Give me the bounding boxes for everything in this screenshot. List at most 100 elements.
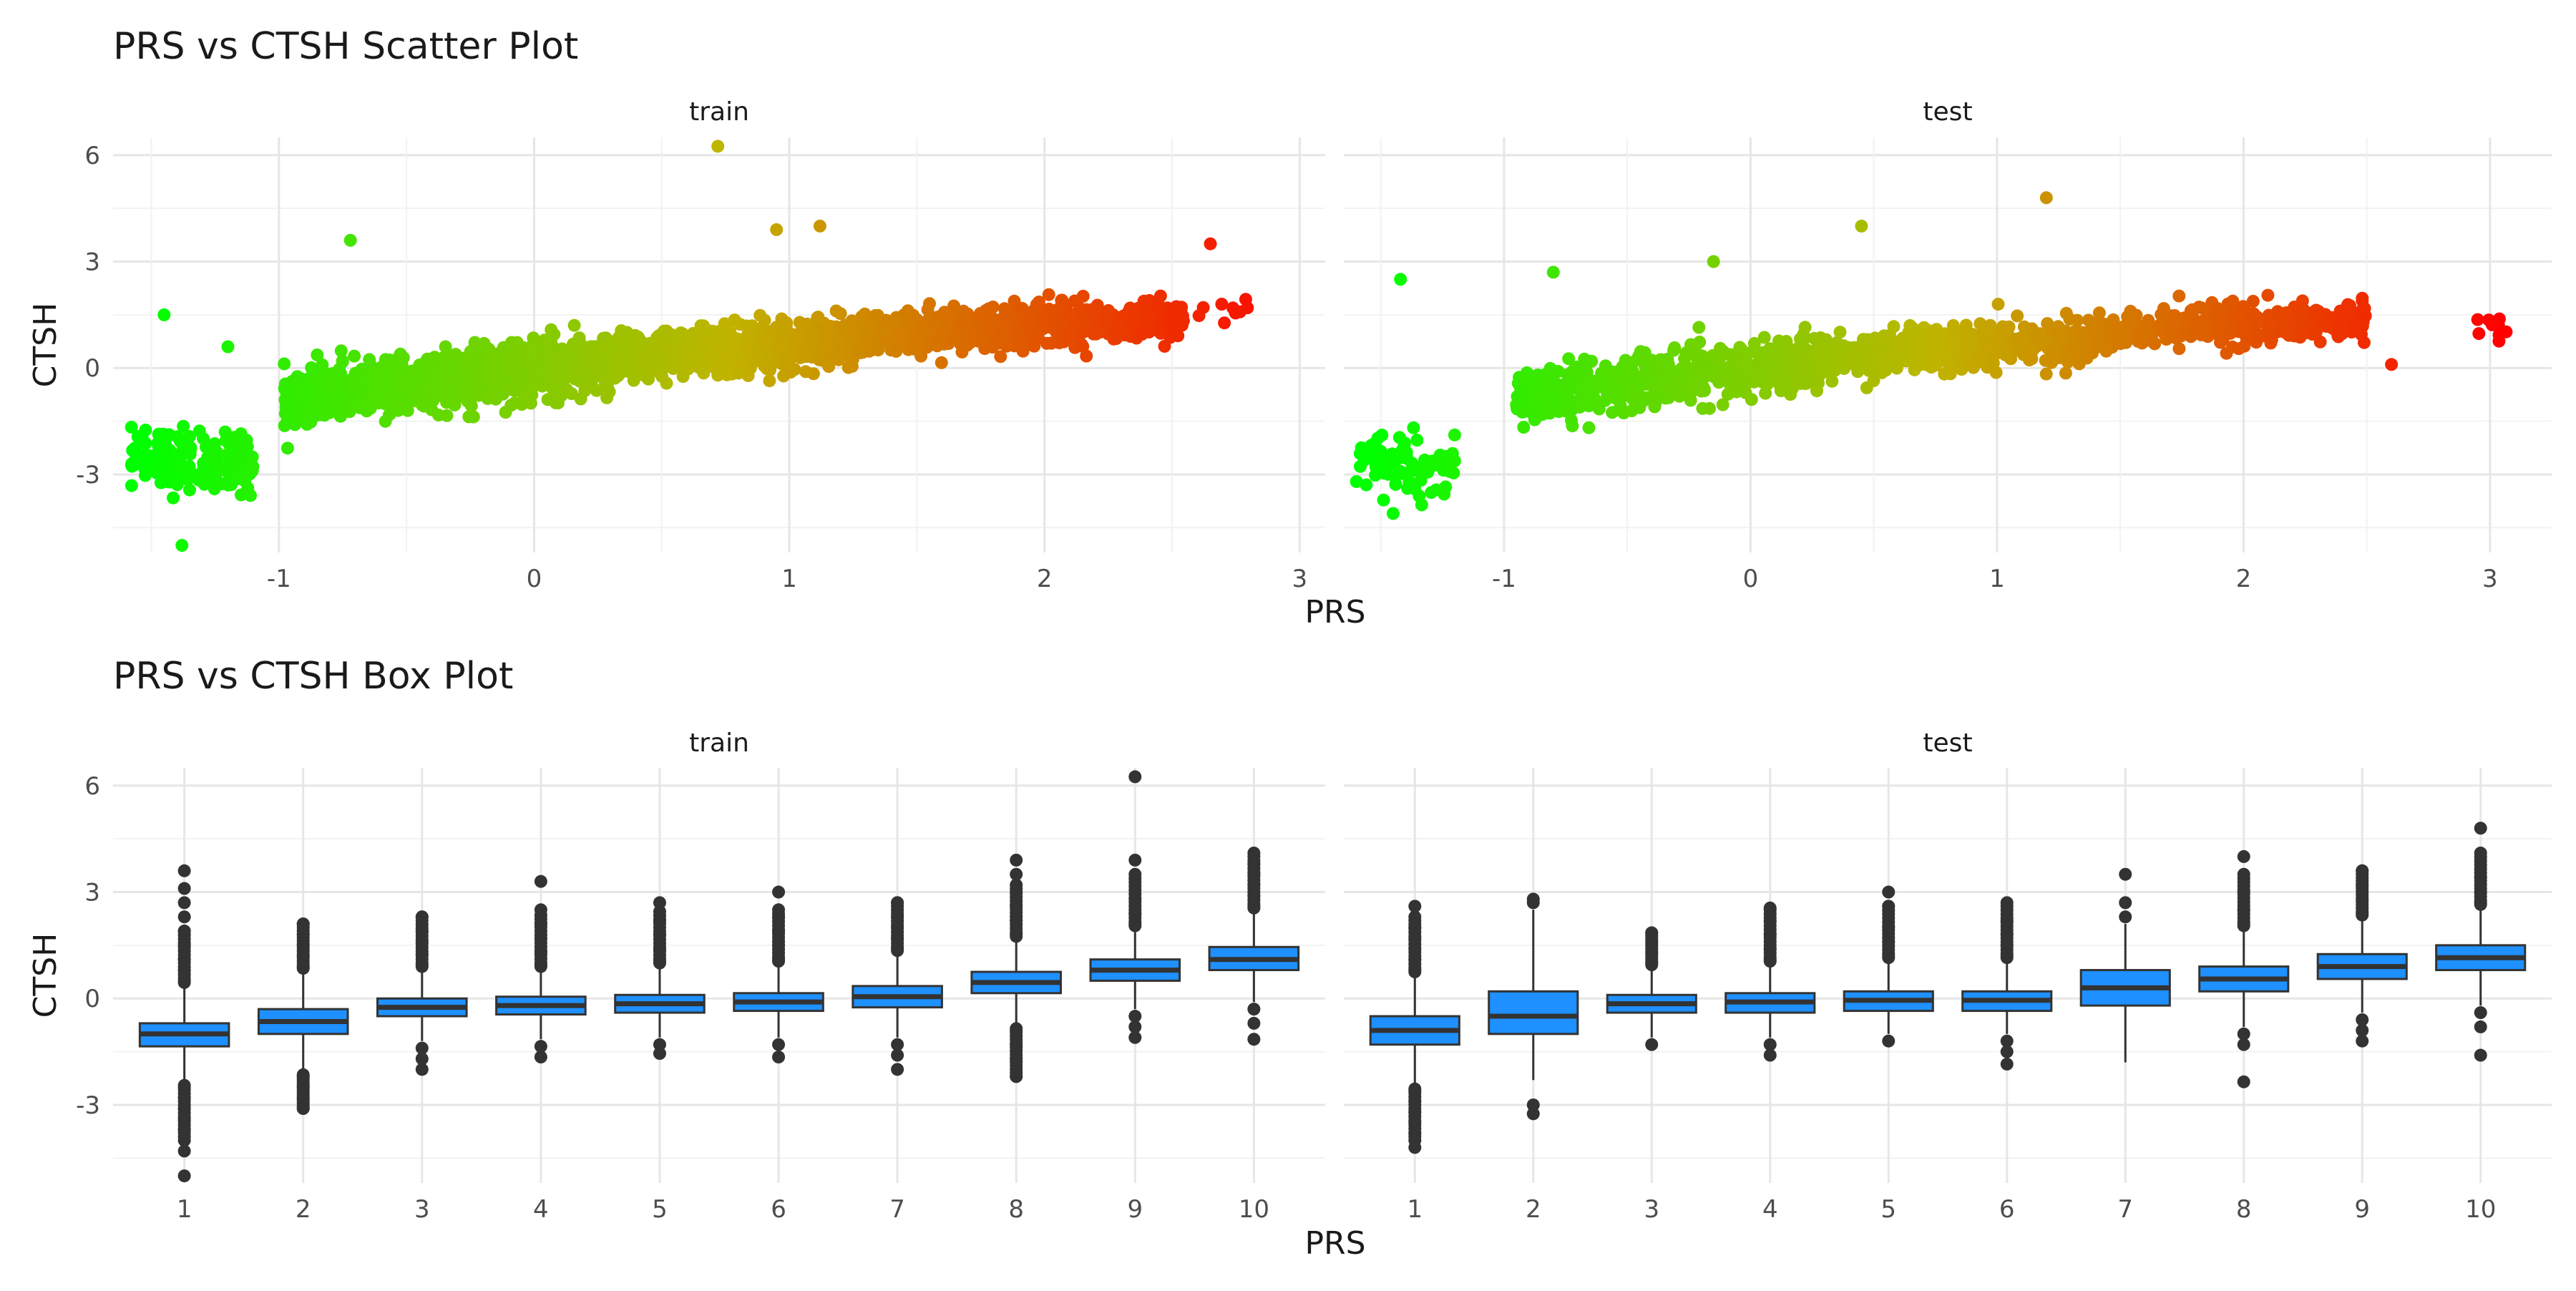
scatter-point [1215,298,1229,311]
scatter-point [2348,318,2361,332]
box-outlier [2474,1006,2487,1020]
scatter-point [670,359,683,372]
scatter-point [895,331,909,344]
scatter-point [753,308,767,322]
scatter-point [558,346,572,360]
scatter-point [1745,393,1758,406]
scatter-point [911,333,924,347]
scatter-y-axis-label: CTSH [27,303,64,388]
x-tick-label: 1 [781,565,797,593]
scatter-point [1946,318,1960,332]
y-tick-label: 0 [84,985,100,1013]
box-outlier [2237,849,2250,863]
scatter-point [361,401,375,415]
scatter-point [1421,465,1435,479]
x-tick-label: 3 [1292,565,1308,593]
scatter-point [2185,303,2199,316]
x-tick-label: 1 [1989,565,2005,593]
scatter-panel-test: -1 0 1 2 3 [1344,137,2552,593]
scatter-point [1377,467,1391,480]
scatter-point [640,343,653,356]
scatter-point [822,323,835,337]
box-outlier [2474,1020,2487,1033]
scatter-point [1026,305,1040,318]
scatter-point [2275,318,2288,332]
box-outlier [177,1144,191,1158]
scatter-point [1000,318,1013,331]
box-outlier [1128,770,1142,784]
box-2 [257,917,349,1115]
scatter-point [1546,265,1560,279]
scatter-point [163,444,177,457]
box-outlier [2474,822,2487,835]
x-tick-label: 8 [1008,1195,1024,1224]
scatter-point [1883,328,1897,342]
box-outlier [1645,1038,1659,1051]
scatter-point [2313,313,2327,326]
scatter-point [1678,352,1692,366]
scatter-point [1990,333,2004,347]
scatter-point [831,344,845,357]
scatter-point [1931,331,1945,345]
scatter-point [799,365,812,379]
box-outlier [1010,1070,1023,1083]
scatter-point [585,377,598,391]
scatter-point [1825,374,1839,388]
x-tick-label: 0 [527,565,542,593]
scatter-point [2168,318,2182,331]
scatter-point [821,345,835,359]
scatter-point [440,409,454,422]
box-outlier [891,1038,904,1051]
box-outlier [2000,1045,2014,1058]
scatter-point [1717,345,1730,359]
x-tick-label: 3 [1644,1195,1659,1224]
scatter-point [1703,401,1716,415]
scatter-point [789,330,803,344]
scatter-point [515,369,529,383]
scatter-point [846,323,859,337]
scatter-point [1697,364,1711,378]
scatter-point [206,438,220,452]
box-x-axis-label: PRS [1304,1225,1365,1262]
x-tick-label: 3 [414,1195,430,1224]
scatter-point [2024,342,2037,355]
scatter-point [723,326,737,339]
scatter-point [1807,331,1821,345]
x-tick-label: 5 [1880,1195,1896,1224]
scatter-point [1978,329,1991,343]
scatter-point [1860,381,1873,394]
scatter-point [1914,337,1928,351]
scatter-point [170,478,184,492]
box-outlier [891,1063,904,1076]
scatter-point [2011,341,2024,354]
scatter-point [1944,338,1958,351]
scatter-point [221,340,235,354]
box-outlier [415,1063,429,1076]
scatter-point [424,382,438,396]
box-outlier [2237,1038,2250,1051]
box-outlier [2356,1034,2369,1048]
scatter-point [547,341,561,355]
scatter-point [639,369,653,383]
scatter-point [652,364,665,377]
scatter-point [711,140,725,153]
scatter-point [2136,325,2150,338]
scatter-point [2296,294,2309,308]
scatter-point [2290,315,2304,328]
scatter-point [2338,314,2352,328]
scatter-point [385,389,399,403]
scatter-point [2264,336,2278,350]
scatter-point [1088,303,1101,316]
scatter-point [994,350,1008,364]
box-outlier [415,910,429,924]
scatter-point [329,381,343,395]
scatter-point [1833,326,1847,339]
scatter-point [1716,398,1729,411]
box-outlier [2000,900,2014,913]
box-outlier [2356,1013,2369,1026]
scatter-point [2309,303,2323,317]
box-outlier [1408,900,1422,913]
scatter-facet-label-train: train [689,97,749,127]
scatter-point [174,435,187,448]
